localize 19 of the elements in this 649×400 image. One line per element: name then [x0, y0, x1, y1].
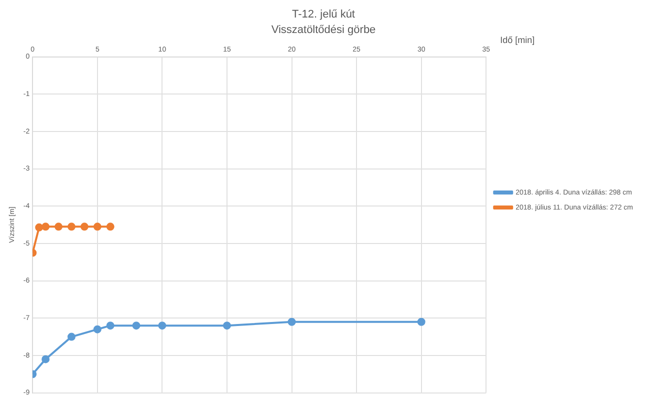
- point: [54, 222, 63, 231]
- point: [106, 322, 114, 330]
- point: [67, 222, 76, 231]
- chart-title: T-12. jelű kút: [292, 8, 355, 21]
- point: [35, 223, 44, 232]
- point: [93, 222, 102, 231]
- point: [288, 318, 296, 326]
- point: [222, 322, 231, 330]
- point: [132, 322, 140, 330]
- point: [42, 222, 50, 231]
- point: [67, 332, 76, 341]
- point: [417, 318, 426, 326]
- point: [93, 325, 102, 334]
- point: [80, 222, 88, 231]
- point: [106, 222, 114, 231]
- point: [158, 322, 166, 330]
- chart-subtitle: Visszatöltődési görbe: [271, 24, 376, 36]
- x-axis-title: Idő [min]: [500, 34, 535, 45]
- point: [42, 355, 50, 364]
